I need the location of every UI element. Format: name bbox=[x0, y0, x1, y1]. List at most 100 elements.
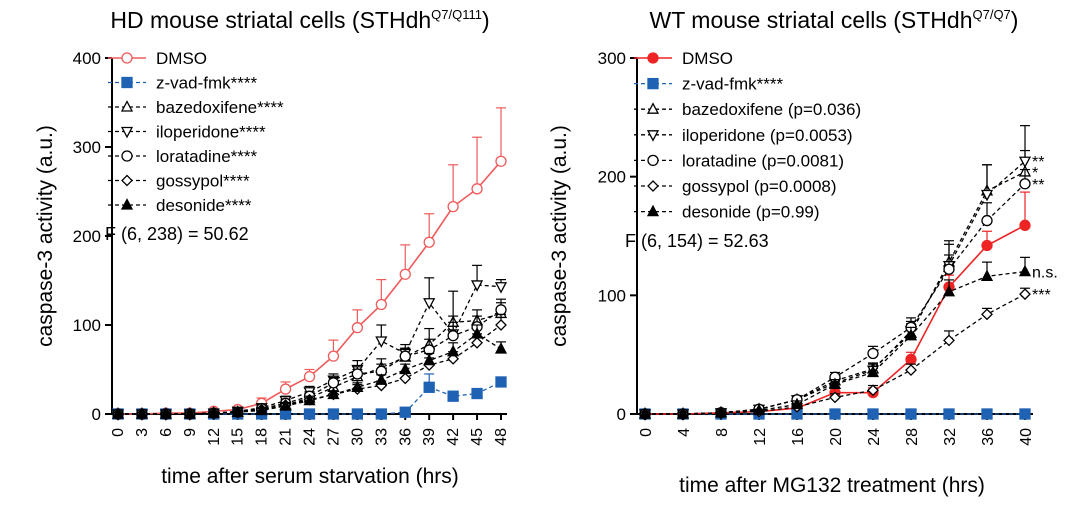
marker bbox=[494, 342, 508, 354]
legend: DMSO z-vad-fmk**** bazedoxifene**** iloperi… bbox=[108, 49, 284, 215]
marker bbox=[111, 407, 125, 419]
x-tick-label: 36 bbox=[980, 428, 997, 446]
marker bbox=[399, 268, 411, 280]
marker bbox=[207, 406, 220, 418]
marker bbox=[905, 353, 917, 366]
marker bbox=[447, 390, 459, 402]
marker bbox=[375, 336, 388, 348]
marker bbox=[121, 76, 133, 89]
legend-item: z-vad-fmk**** bbox=[108, 74, 257, 93]
marker bbox=[159, 407, 172, 419]
marker bbox=[447, 330, 459, 342]
significance-label: n.s. bbox=[1032, 265, 1058, 282]
legend-item: desonide**** bbox=[108, 196, 252, 215]
series-5: *** bbox=[639, 287, 1051, 420]
x-tick-label: 36 bbox=[397, 428, 414, 446]
marker bbox=[494, 282, 508, 294]
legend-label: desonide**** bbox=[156, 196, 252, 215]
marker bbox=[351, 408, 364, 420]
legend-label: iloperidone**** bbox=[156, 123, 266, 142]
chart-title: HD mouse striatal cells (STHdhQ7/Q111) bbox=[110, 7, 489, 33]
marker bbox=[471, 387, 483, 400]
marker bbox=[495, 376, 507, 388]
marker bbox=[399, 372, 412, 385]
marker bbox=[647, 52, 659, 64]
x-tick-label: 39 bbox=[421, 428, 438, 446]
x-tick-label: 24 bbox=[866, 428, 883, 446]
legend-label: z-vad-fmk**** bbox=[682, 75, 783, 94]
marker bbox=[279, 399, 292, 411]
marker bbox=[303, 393, 316, 406]
marker bbox=[495, 319, 507, 331]
marker bbox=[375, 373, 388, 385]
x-tick-label: 20 bbox=[828, 428, 845, 446]
legend-label: loratadine**** bbox=[156, 147, 258, 166]
legend-item: bazedoxifene (p=0.036) bbox=[634, 100, 861, 119]
marker bbox=[423, 236, 435, 248]
x-tick-label: 9 bbox=[182, 428, 199, 437]
x-tick-label: 24 bbox=[302, 428, 319, 446]
chart-title: WT mouse striatal cells (STHdhQ7/Q7) bbox=[650, 7, 1019, 33]
marker bbox=[943, 408, 955, 420]
x-tick-label: 12 bbox=[206, 428, 223, 446]
y-tick-label: 300 bbox=[73, 138, 101, 157]
x-tick-label: 21 bbox=[278, 428, 295, 446]
marker bbox=[351, 368, 364, 380]
y-tick-label: 400 bbox=[73, 49, 101, 68]
x-tick-label: 32 bbox=[942, 428, 959, 446]
marker bbox=[943, 263, 955, 275]
marker bbox=[303, 408, 316, 420]
y-axis-label: caspase-3 activity (a.u.) bbox=[34, 125, 57, 347]
marker bbox=[375, 298, 387, 311]
legend-item: iloperidone**** bbox=[108, 123, 266, 142]
marker bbox=[327, 350, 340, 362]
series-line bbox=[645, 270, 1026, 415]
x-tick-label: 0 bbox=[638, 428, 655, 437]
x-tick-label: 16 bbox=[790, 428, 807, 446]
marker bbox=[327, 408, 340, 420]
marker bbox=[447, 200, 459, 213]
legend-label: bazedoxifene**** bbox=[156, 98, 284, 117]
significance-label: ** bbox=[1032, 177, 1044, 194]
stat-annotation: F (6, 238) = 50.62 bbox=[105, 224, 249, 244]
marker bbox=[867, 347, 879, 360]
x-tick-label: 42 bbox=[445, 428, 462, 446]
marker bbox=[790, 397, 804, 410]
x-axis-label: time after MG132 treatment (hrs) bbox=[679, 474, 985, 497]
legend-item: bazedoxifene**** bbox=[108, 98, 284, 117]
series-6 bbox=[111, 324, 508, 419]
marker bbox=[981, 239, 993, 252]
legend-item: loratadine**** bbox=[108, 147, 258, 166]
marker bbox=[867, 408, 879, 420]
legend-item: loratadine (p=0.0081) bbox=[634, 151, 844, 170]
marker bbox=[1018, 156, 1032, 169]
marker bbox=[399, 362, 412, 375]
x-tick-label: 0 bbox=[110, 428, 127, 437]
x-tick-label: 40 bbox=[1018, 428, 1035, 446]
legend-item: iloperidone (p=0.0053) bbox=[634, 126, 853, 145]
y-tick-label: 100 bbox=[73, 316, 101, 335]
marker bbox=[943, 334, 955, 347]
legend-item: DMSO bbox=[108, 49, 207, 68]
marker bbox=[981, 308, 993, 321]
legend-item: gossypol (p=0.0008) bbox=[634, 177, 837, 196]
marker bbox=[121, 52, 133, 64]
marker bbox=[867, 384, 879, 397]
marker bbox=[676, 407, 690, 419]
marker bbox=[981, 408, 993, 420]
marker bbox=[495, 304, 507, 316]
marker bbox=[279, 383, 292, 395]
marker bbox=[470, 327, 484, 339]
x-axis-label: time after serum starvation (hrs) bbox=[161, 465, 459, 488]
legend-label: DMSO bbox=[156, 49, 207, 68]
legend-label: bazedoxifene (p=0.036) bbox=[682, 100, 861, 119]
x-tick-label: 8 bbox=[714, 428, 731, 437]
marker bbox=[121, 174, 133, 187]
marker bbox=[942, 284, 956, 297]
y-tick-label: 100 bbox=[598, 286, 626, 305]
marker bbox=[351, 380, 364, 392]
marker bbox=[121, 150, 133, 162]
marker bbox=[120, 100, 134, 112]
y-tick-label: 200 bbox=[73, 227, 101, 246]
